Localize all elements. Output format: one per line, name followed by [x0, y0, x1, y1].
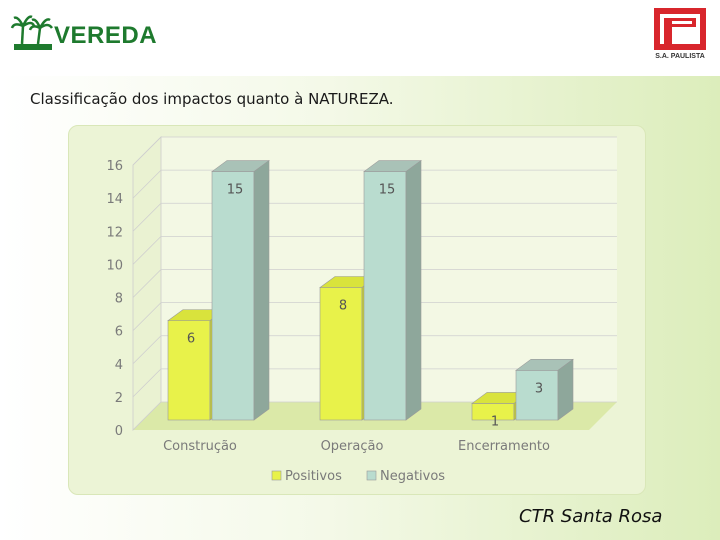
category-label: Operação: [321, 439, 384, 454]
slide-subtitle: Classificação dos impactos quanto à NATU…: [30, 90, 394, 108]
y-tick-label: 8: [115, 292, 123, 307]
gridline-side: [132, 269, 162, 298]
gridline-side: [132, 401, 162, 431]
legend-swatch-negativos: [366, 470, 377, 481]
bar-side-negativos: [557, 358, 574, 421]
gridline-side: [132, 202, 162, 232]
bar-positivos: [319, 287, 363, 421]
data-label: 8: [339, 299, 347, 314]
data-label: 6: [187, 332, 195, 347]
gridline-side: [132, 335, 162, 365]
vereda-logo-text: VEREDA: [54, 22, 158, 49]
header: VEREDA S.A. PAULISTA: [0, 0, 720, 76]
data-label: 15: [379, 183, 396, 198]
data-label: 3: [535, 381, 543, 396]
bar-negativos: [363, 171, 407, 421]
legend-label-negativos: Negativos: [380, 469, 445, 484]
footer-location: CTR Santa Rosa: [519, 506, 663, 527]
gridline-side: [132, 136, 162, 166]
bar-side-negativos: [253, 159, 270, 421]
y-tick-label: 2: [115, 391, 123, 406]
palm-tree-icon: [10, 15, 54, 50]
gridline-side: [132, 236, 162, 265]
category-label: Construção: [163, 439, 237, 454]
bar-negativos: [211, 171, 255, 421]
data-label: 15: [227, 183, 244, 198]
sa-paulista-logo: S.A. PAULISTA: [650, 8, 710, 64]
gridline-side: [132, 368, 162, 398]
y-tick-label: 10: [106, 258, 123, 273]
bar-side-negativos: [405, 159, 422, 421]
bar-positivos: [167, 320, 211, 421]
y-tick-label: 0: [115, 424, 123, 439]
y-tick-label: 12: [106, 225, 123, 240]
category-label: Encerramento: [458, 439, 550, 454]
sa-paulista-logo-text: S.A. PAULISTA: [655, 53, 705, 60]
legend-swatch-positivos: [271, 470, 282, 481]
y-tick-label: 14: [106, 192, 123, 207]
y-tick-label: 16: [106, 159, 123, 174]
gridline-side: [132, 169, 162, 199]
y-tick-label: 6: [115, 325, 123, 340]
y-tick-label: 4: [115, 358, 123, 373]
vereda-logo: VEREDA: [10, 12, 157, 52]
p-logo-icon: [654, 8, 706, 50]
gridline-side: [132, 302, 162, 331]
legend-label-positivos: Positivos: [285, 469, 342, 484]
data-label: 1: [491, 414, 499, 429]
